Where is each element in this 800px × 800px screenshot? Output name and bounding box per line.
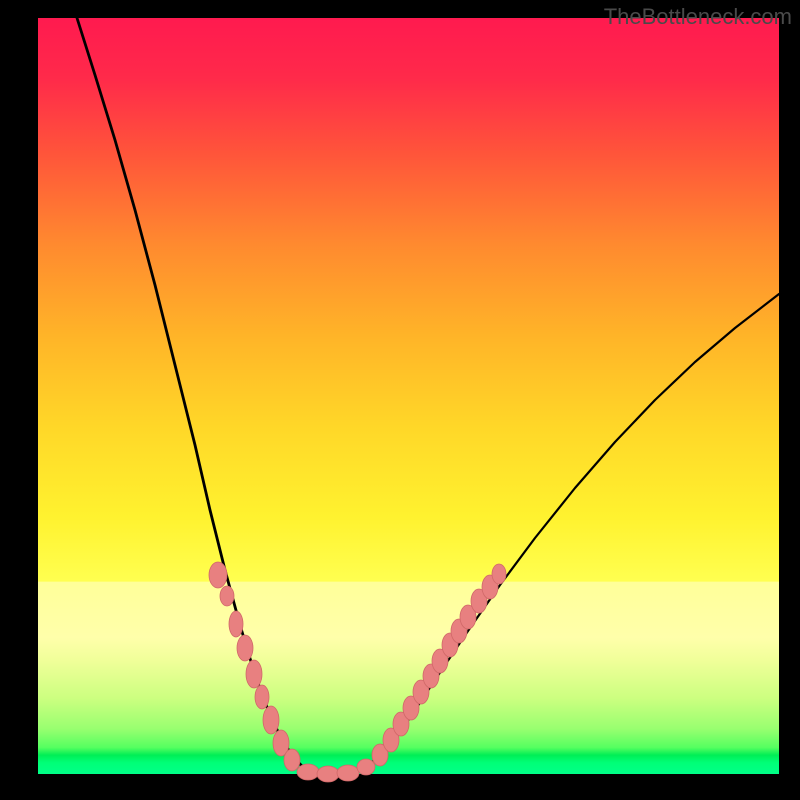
- chart-svg: [0, 0, 800, 800]
- watermark-text: TheBottleneck.com: [604, 4, 792, 30]
- bottleneck-chart: TheBottleneck.com: [0, 0, 800, 800]
